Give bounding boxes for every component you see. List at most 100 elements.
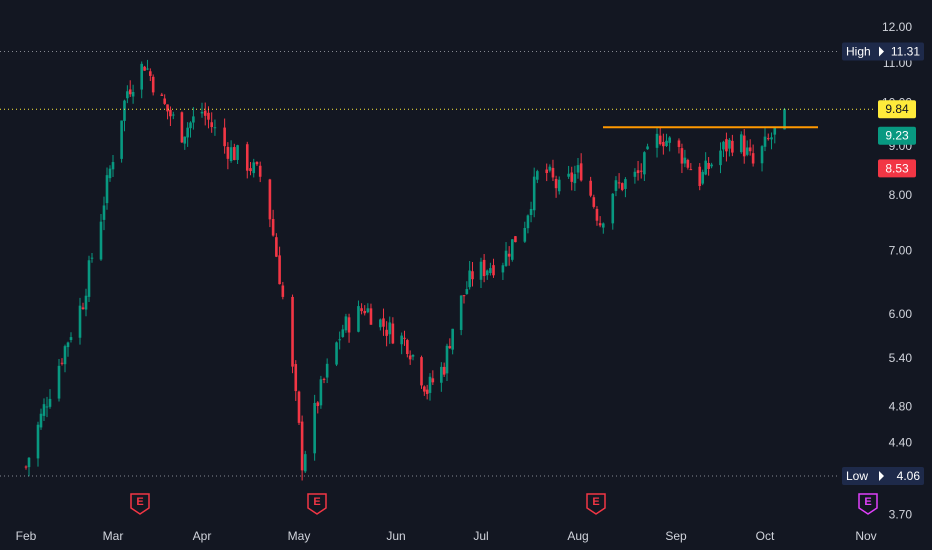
- candle-body: [639, 170, 643, 172]
- candle-body: [442, 366, 446, 375]
- candle-body: [281, 285, 285, 297]
- candle-body: [423, 386, 426, 392]
- candle-body: [598, 223, 602, 226]
- candle-body: [24, 466, 28, 468]
- month-label: Feb: [16, 529, 37, 543]
- candle-body: [646, 146, 649, 150]
- candle-body: [291, 296, 294, 367]
- earnings-marker: E: [307, 493, 327, 515]
- candle-body: [347, 317, 351, 333]
- candle-body: [677, 140, 681, 147]
- candle-body: [617, 182, 621, 184]
- candle-body: [128, 89, 132, 95]
- candle-body: [45, 406, 49, 408]
- month-label: Aug: [567, 529, 588, 543]
- candle-body: [344, 316, 348, 331]
- candle-body: [341, 329, 345, 337]
- candle-body: [189, 122, 192, 129]
- candle-body: [633, 171, 637, 177]
- candle-body: [739, 134, 743, 153]
- candle-body: [459, 295, 463, 330]
- candle-body: [186, 127, 189, 138]
- candle-body: [57, 365, 61, 399]
- candle-body: [689, 169, 693, 171]
- candle-body: [636, 170, 640, 174]
- price-tag-box: [878, 100, 916, 119]
- candle-body: [151, 76, 155, 93]
- candle-body: [595, 208, 599, 221]
- candle-body: [403, 337, 406, 339]
- candle-body: [411, 355, 415, 357]
- price-tick-label: 8.00: [889, 188, 913, 202]
- candle-body: [448, 346, 452, 349]
- candle-body: [42, 404, 46, 416]
- candle-body: [213, 127, 217, 129]
- candle-body: [66, 342, 70, 348]
- price-tag-value: 9.23: [885, 129, 909, 143]
- candle-body: [131, 91, 135, 97]
- candle-body: [81, 307, 85, 309]
- candle-body: [406, 340, 409, 355]
- candle-body: [105, 175, 109, 204]
- candle-body: [701, 171, 704, 184]
- candle-body: [258, 165, 262, 177]
- candle-body: [751, 153, 755, 164]
- candle-body: [431, 378, 435, 383]
- candle-body: [445, 345, 449, 374]
- candle-body: [223, 127, 226, 147]
- candle-body: [665, 140, 668, 146]
- candle-body: [425, 389, 429, 395]
- candle-body: [271, 219, 275, 236]
- earnings-badge: [130, 493, 150, 515]
- candle-body: [501, 265, 505, 273]
- candle-body: [763, 136, 767, 147]
- candle-body: [507, 253, 511, 257]
- candle-body: [236, 145, 239, 160]
- candle-body: [229, 147, 233, 162]
- earnings-label: E: [592, 496, 599, 508]
- candle-body: [360, 308, 363, 312]
- candle-body: [725, 139, 728, 152]
- candle-body: [27, 457, 31, 468]
- candle-body: [408, 355, 412, 360]
- candle-body: [200, 111, 204, 114]
- candle-body: [529, 208, 533, 215]
- low-tag-arrow-icon: [879, 471, 884, 481]
- candle-body: [60, 362, 64, 364]
- candle-body: [126, 91, 129, 99]
- candle-body: [760, 146, 764, 164]
- candle-body: [160, 94, 164, 96]
- earnings-badge: [307, 493, 327, 515]
- candle-body: [471, 271, 474, 280]
- candle-body: [335, 342, 338, 365]
- candle-body: [319, 379, 323, 406]
- candle-body: [102, 205, 106, 220]
- candle-body: [171, 114, 175, 116]
- candle-body: [536, 171, 539, 180]
- candle-body: [548, 166, 552, 171]
- price-tick-label: 4.80: [889, 400, 913, 414]
- earnings-marker: E: [586, 493, 606, 515]
- earnings-label: E: [136, 496, 143, 508]
- candle-body: [614, 180, 618, 191]
- month-label: May: [288, 529, 311, 543]
- candle-body: [728, 139, 731, 149]
- candle-body: [643, 152, 646, 175]
- month-label: Jul: [473, 529, 488, 543]
- candle-body: [379, 319, 382, 328]
- candle-body: [551, 167, 555, 178]
- candle-body: [567, 173, 570, 177]
- candle-body: [468, 270, 471, 288]
- high-tag: High 11.31: [842, 42, 924, 61]
- candle-body: [192, 116, 195, 123]
- candle-body: [601, 223, 605, 228]
- price-tag-box: [878, 126, 916, 145]
- candle-body: [576, 165, 580, 173]
- candle-body: [69, 337, 73, 341]
- candle-body: [683, 157, 687, 164]
- candle-body: [163, 98, 166, 104]
- candle-body: [140, 63, 144, 90]
- candle-body: [322, 378, 326, 380]
